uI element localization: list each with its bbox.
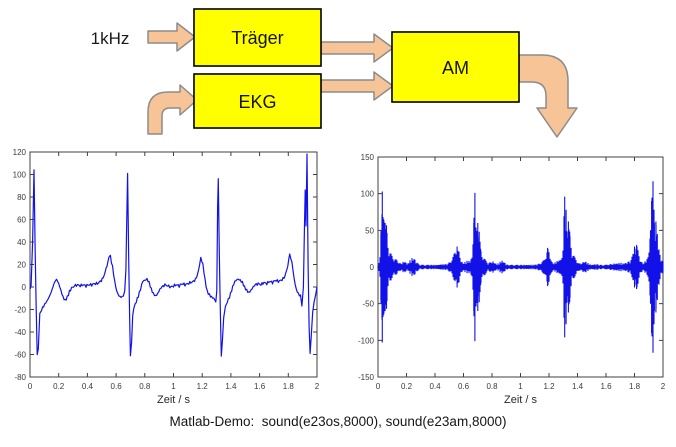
x-tick-label: 0.4 [82,382,94,391]
x-tick-label: 1.4 [225,382,237,391]
x-tick-label: 0.6 [111,382,123,391]
y-tick-label: -20 [14,306,26,315]
x-tick-label: 1 [518,382,523,391]
arrow-am-output-icon [518,54,578,138]
axis-ticks [29,151,318,378]
x-tick-label: 1 [171,382,176,391]
y-tick-label: 80 [17,193,26,202]
x-tick-label: 0.6 [458,382,470,391]
arrow-traeger-to-am-icon [320,33,394,63]
y-tick-label: 120 [13,148,27,157]
ekg-box [193,73,322,129]
y-tick-label: 60 [17,216,26,225]
ekg-box-label: EKG [238,92,276,112]
y-tick-label: 0 [370,263,375,272]
arrow-1khz-to-traeger-icon [147,22,196,52]
y-tick-label: 40 [17,238,26,247]
y-tick-label: 0 [22,283,27,292]
y-tick-label: -80 [14,373,26,382]
x-tick-label: 0.2 [53,382,65,391]
x-tick-label: 1.8 [629,382,641,391]
x-tick-label: 1.8 [283,382,295,391]
x-tick-label: 1.6 [254,382,266,391]
traeger-box-label: Träger [231,28,283,48]
traeger-box [193,8,322,67]
am-box-label: AM [442,58,469,78]
x-tick-label: 1.4 [572,382,584,391]
y-tick-label: -60 [14,351,26,360]
x-tick-label: 0 [28,382,33,391]
x-tick-label: 0.4 [429,382,441,391]
x-tick-label: 0.8 [486,382,498,391]
ekg-time-plot: 0 0.2 0.4 0.6 0.8 1 1.2 1.4 1.6 1.8 2 -80 -60 -40 -20 0… [13,148,320,406]
x-tick-label: 2 [315,382,320,391]
matlab-demo-caption: Matlab-Demo: sound(e23os,8000), sound(e2… [169,414,507,429]
plot-box [29,151,318,378]
y-tick-label: -150 [358,373,375,382]
y-tick-label: 100 [361,190,375,199]
y-tick-label: -40 [14,328,26,337]
x-tick-label: 1.6 [600,382,612,391]
x-tick-label: 0 [376,382,381,391]
x-tick-label: 0.8 [139,382,151,391]
y-tick-label: 100 [13,171,27,180]
ekg-trace [29,153,318,357]
x-tick-label: 0.2 [401,382,413,391]
y-tick-label: -100 [358,336,375,345]
am-box [391,31,520,103]
x-axis-label: Zeit / s [157,394,191,406]
x-tick-label: 2 [661,382,666,391]
block-diagram: 1kHz Träger EKG AM [91,8,578,138]
y-tick-label: -50 [362,300,374,309]
x-tick-label: 1.2 [543,382,555,391]
x-tick-label: 1.2 [197,382,209,391]
am-signal-time-plot: 0 0.2 0.4 0.6 0.8 1 1.2 1.4 1.6 1.8 2 -150 -100 -50 0 5… [358,153,666,406]
y-tick-label: 150 [361,153,375,162]
arrow-ekg-to-am-icon [320,71,394,101]
arrow-into-ekg-icon [147,84,198,135]
input-frequency-label: 1kHz [91,29,130,48]
y-tick-label: 50 [365,226,374,235]
x-axis-label: Zeit / s [504,394,538,406]
am-trace [377,181,664,353]
y-tick-label: 20 [17,261,26,270]
